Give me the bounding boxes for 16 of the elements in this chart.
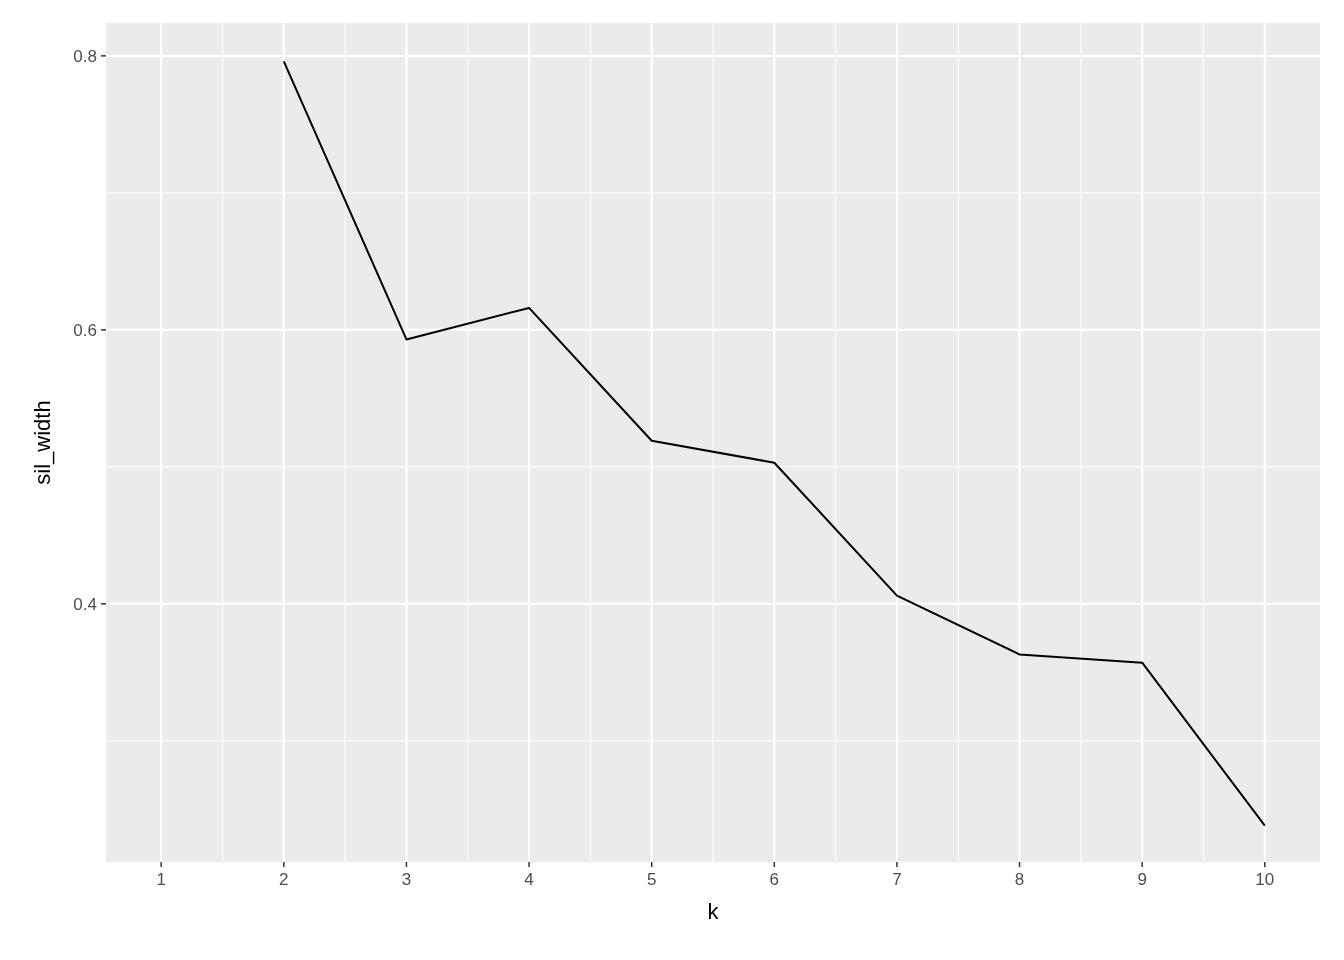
- x-axis-title: k: [707, 899, 720, 924]
- x-tick-label: 2: [279, 870, 289, 889]
- x-tick-label: 6: [769, 870, 780, 889]
- x-tick-label: 5: [646, 870, 657, 889]
- x-tick-label: 3: [401, 870, 412, 889]
- x-tick-label: 9: [1137, 870, 1147, 889]
- x-tick-label: 7: [892, 870, 902, 889]
- y-tick-label: 0.4: [73, 594, 97, 614]
- x-tick-label: 1: [156, 870, 166, 889]
- line-series: [282, 60, 1266, 827]
- y-axis-title: sil_width: [30, 400, 55, 485]
- x-tick-label: 8: [1014, 870, 1025, 889]
- x-tick-label: 10: [1255, 870, 1275, 889]
- x-tick-label: 4: [524, 870, 534, 889]
- y-tick-label: 0.8: [73, 46, 97, 66]
- y-tick-label: 0.6: [73, 320, 97, 340]
